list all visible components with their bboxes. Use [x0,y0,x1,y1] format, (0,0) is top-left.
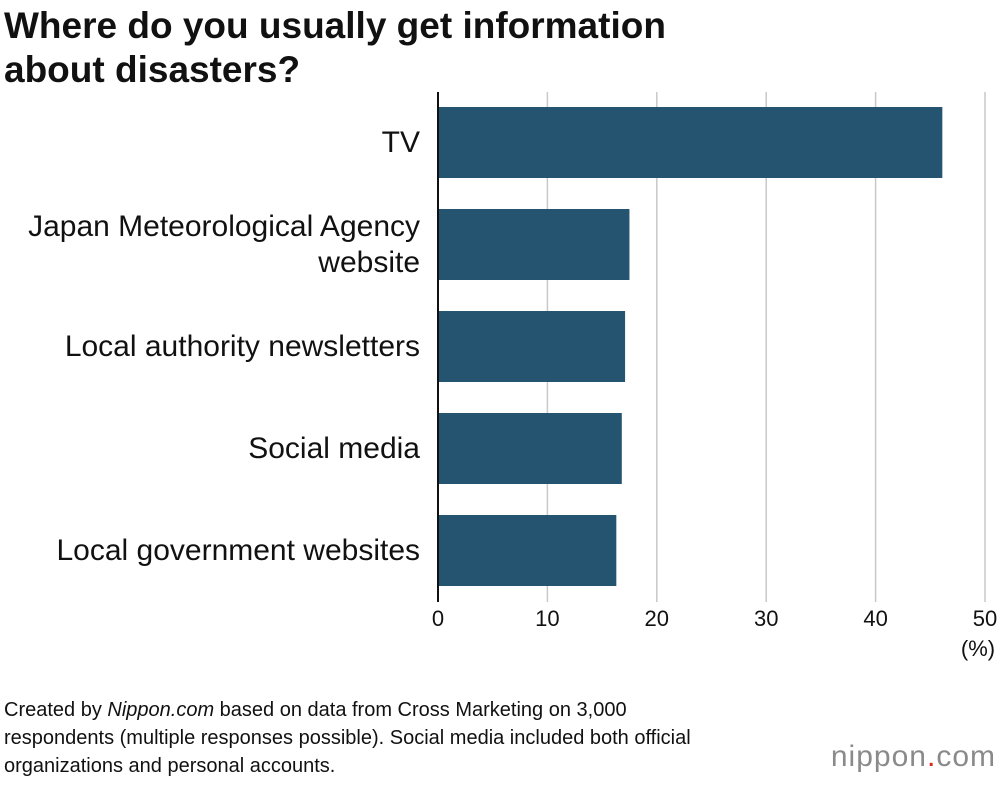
logo-dot: . [926,740,937,773]
note-text: Created by [4,699,108,721]
bar [438,311,626,382]
y-tick-label: TV [381,126,420,159]
x-tick-label: 40 [863,606,887,631]
chart: (%) 0 10 20 30 40 50 [432,92,997,661]
bar [438,413,622,484]
y-tick-label: Local authority newsletters [64,330,420,363]
x-unit: (%) [961,636,995,661]
logo-text: com [936,740,996,773]
bar [438,107,943,178]
category-cell: TV [0,92,420,194]
note-text: based on data from Cross Marketing on 3,… [4,699,691,777]
category-cell: Local government websites [0,500,420,602]
note: Created by Nippon.com based on data from… [4,696,724,780]
x-tick-label: 30 [754,606,778,631]
category-cell: Japan Meteorological Agency website [0,194,420,296]
logo: nippon.com [831,740,996,774]
chart-title: Where do you usually get information abo… [4,5,666,90]
y-tick-label: Local government websites [56,534,420,567]
x-tick-label: 20 [645,606,669,631]
category-cell: Social media [0,398,420,500]
y-tick-label: Social media [248,432,420,465]
bar [438,515,617,586]
note-source: Nippon.com [107,699,215,721]
y-tick-label: Japan Meteorological Agency website [28,210,420,279]
x-tick-label: 50 [973,606,997,631]
x-tick-label: 10 [535,606,559,631]
logo-text: nippon [830,740,927,773]
bar [438,209,630,280]
category-cell: Local authority newsletters [0,296,420,398]
x-tick-label: 0 [432,606,444,631]
